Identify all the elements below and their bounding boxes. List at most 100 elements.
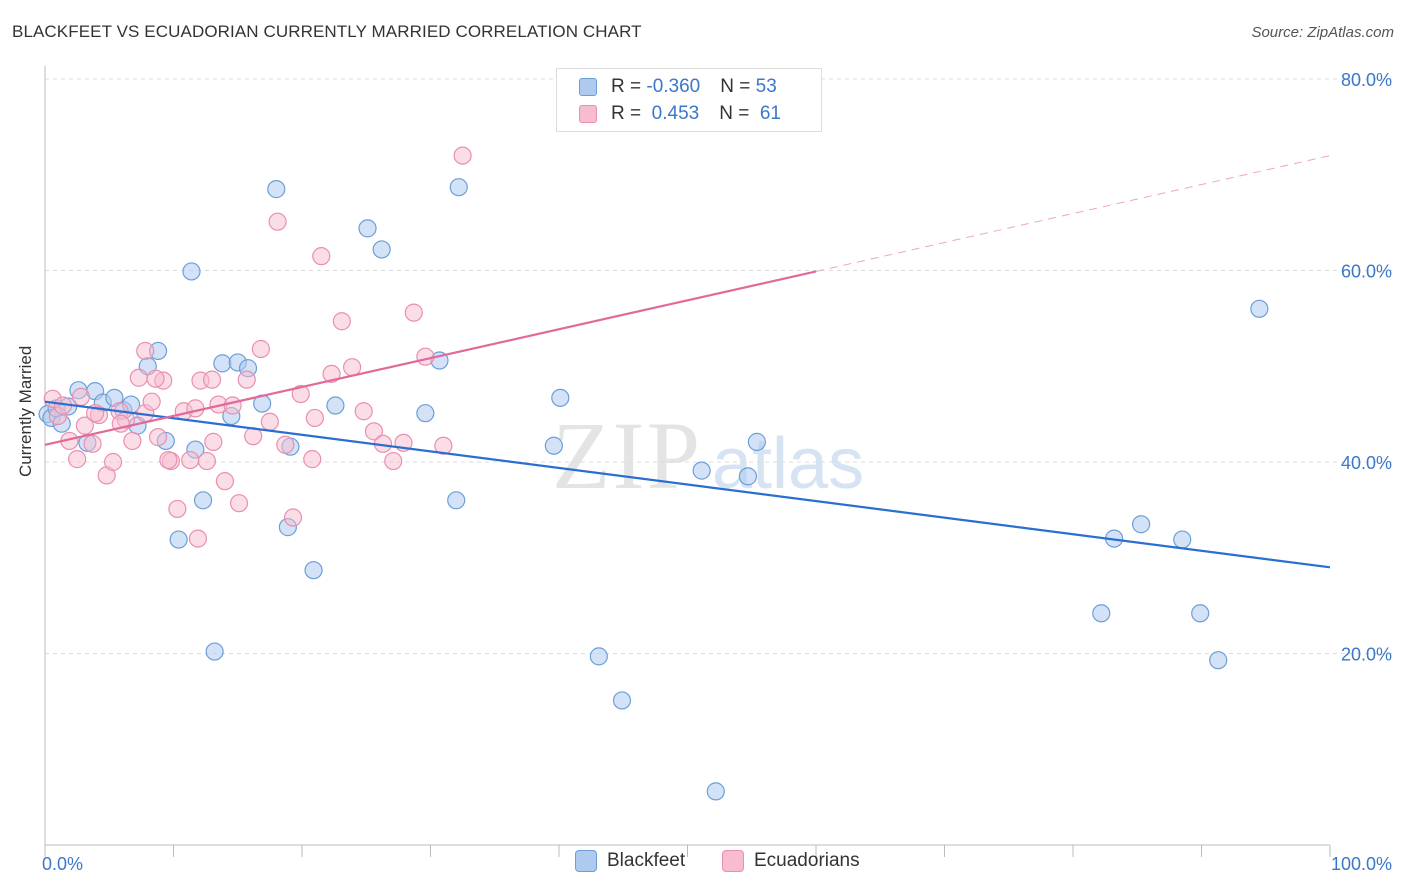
ecuadorians-point <box>168 499 187 519</box>
legend-item-ecuadorians[interactable]: Ecuadorians <box>722 850 860 872</box>
ecuadorians-point <box>354 402 373 421</box>
ecuadorians-point <box>181 450 200 470</box>
blackfeet-point <box>213 354 232 373</box>
correlation-legend: R = -0.360 N = 53 R = 0.453 N = 61 <box>556 68 822 132</box>
ecuadorians-point <box>71 387 91 406</box>
ecuadorians-point <box>104 452 123 472</box>
y-tick-label: 40.0% <box>1341 453 1392 473</box>
y-tick-label: 60.0% <box>1341 262 1392 282</box>
blackfeet-swatch <box>575 850 597 872</box>
blackfeet-point <box>416 404 435 423</box>
ecuadorians-trend-extension <box>815 155 1331 272</box>
legend-label-ecuadorians: Ecuadorians <box>754 850 860 871</box>
blackfeet-point <box>706 782 725 801</box>
ecuadorians-point <box>136 341 155 361</box>
legend-item-blackfeet[interactable]: Blackfeet <box>575 850 685 872</box>
n-value: 61 <box>754 103 781 124</box>
n-label: N = <box>719 103 755 124</box>
blackfeet-point <box>1173 530 1192 549</box>
source-label: Source: ZipAtlas.com <box>1251 24 1394 41</box>
ecuadorians-point <box>453 146 472 165</box>
x-tick-label: 0.0% <box>42 854 83 874</box>
y-tick-label: 80.0% <box>1341 70 1392 90</box>
watermark: ZIP atlas <box>552 402 864 509</box>
ecuadorians-point <box>83 434 102 453</box>
blackfeet-point <box>1191 604 1210 623</box>
blackfeet-swatch <box>579 78 597 96</box>
tick-labels: 20.0% 40.0% 60.0% 80.0% 0.0% 100.0% <box>42 70 1392 874</box>
blackfeet-point <box>304 561 323 580</box>
ecuadorians-point <box>283 508 303 527</box>
ecuadorians-point <box>305 408 324 428</box>
ecuadorians-trend-line <box>44 270 817 446</box>
ecuadorians-swatch <box>579 105 597 123</box>
axes <box>44 66 1331 857</box>
ecuadorians-point <box>303 450 322 469</box>
x-tick-label: 100.0% <box>1331 854 1392 874</box>
blackfeet-trend-line <box>44 400 1331 569</box>
n-label: N = <box>720 76 756 97</box>
n-value: 53 <box>755 76 777 97</box>
ecuadorians-point <box>251 339 270 359</box>
ecuadorians-point <box>384 451 403 471</box>
r-value: -0.360 <box>646 76 701 97</box>
ecuadorians-point <box>146 369 165 388</box>
ecuadorians-point <box>197 451 217 471</box>
blackfeet-point <box>193 491 213 510</box>
blackfeet-point <box>205 642 224 661</box>
ecuadorians-point <box>129 368 148 387</box>
r-label: R = <box>611 76 647 97</box>
blackfeet-point <box>1250 299 1269 318</box>
ecuadorians-point <box>148 428 168 447</box>
blackfeet-point <box>169 530 188 549</box>
blackfeet-point <box>544 436 563 455</box>
ecuadorians-point <box>123 431 142 451</box>
blackfeet-point <box>447 491 466 510</box>
y-axis-label: Currently Married <box>16 345 35 477</box>
ecuadorians-point <box>142 392 161 411</box>
blackfeet-point <box>182 262 201 281</box>
chart-title: BLACKFEET VS ECUADORIAN CURRENTLY MARRIE… <box>12 22 642 41</box>
ecuadorians-point <box>186 399 205 418</box>
r-value: 0.453 <box>646 103 700 124</box>
ecuadorians-point <box>75 416 94 435</box>
y-tick-label: 20.0% <box>1341 645 1392 665</box>
trend-lines <box>44 155 1331 569</box>
ecuadorians-point <box>404 303 423 322</box>
ecuadorians-point <box>434 436 453 455</box>
ecuadorians-point <box>343 358 362 377</box>
watermark-atlas: atlas <box>712 424 864 504</box>
ecuadorians-point <box>229 494 249 513</box>
ecuadorians-point <box>268 212 287 231</box>
blackfeet-point <box>358 219 377 238</box>
ecuadorians-point <box>237 370 256 389</box>
legend-label-blackfeet: Blackfeet <box>607 850 686 871</box>
ecuadorians-point <box>223 396 242 415</box>
ecuadorians-point <box>204 432 223 451</box>
watermark-zip: ZIP <box>552 402 702 509</box>
ecuadorians-point <box>322 364 341 384</box>
blackfeet-point <box>738 467 757 486</box>
blackfeet-point <box>326 396 345 415</box>
blackfeet-point <box>551 388 570 407</box>
blackfeet-point <box>267 180 286 199</box>
ecuadorians-point <box>215 472 234 491</box>
ecuadorians-point <box>312 247 331 266</box>
ecuadorians-point <box>188 529 208 548</box>
ecuadorians-point <box>332 312 351 331</box>
ecuadorians-point <box>416 347 435 366</box>
blackfeet-point <box>589 647 608 666</box>
ecuadorians-point <box>291 384 310 404</box>
legend-row-blackfeet: R = -0.360 N = 53 <box>579 74 777 100</box>
ecuadorians-point <box>68 450 87 469</box>
series-legend: Blackfeet Ecuadorians <box>0 850 1406 878</box>
ecuadorians-point <box>260 412 279 431</box>
ecuadorians-point <box>276 435 295 454</box>
blackfeet-point <box>372 240 391 259</box>
blackfeet-point <box>612 691 632 710</box>
ecuadorians-points <box>43 146 472 548</box>
blackfeet-point <box>747 432 766 451</box>
blackfeet-point <box>1132 515 1151 534</box>
ecuadorians-point <box>364 422 384 441</box>
legend-row-ecuadorians: R = 0.453 N = 61 <box>579 101 781 127</box>
